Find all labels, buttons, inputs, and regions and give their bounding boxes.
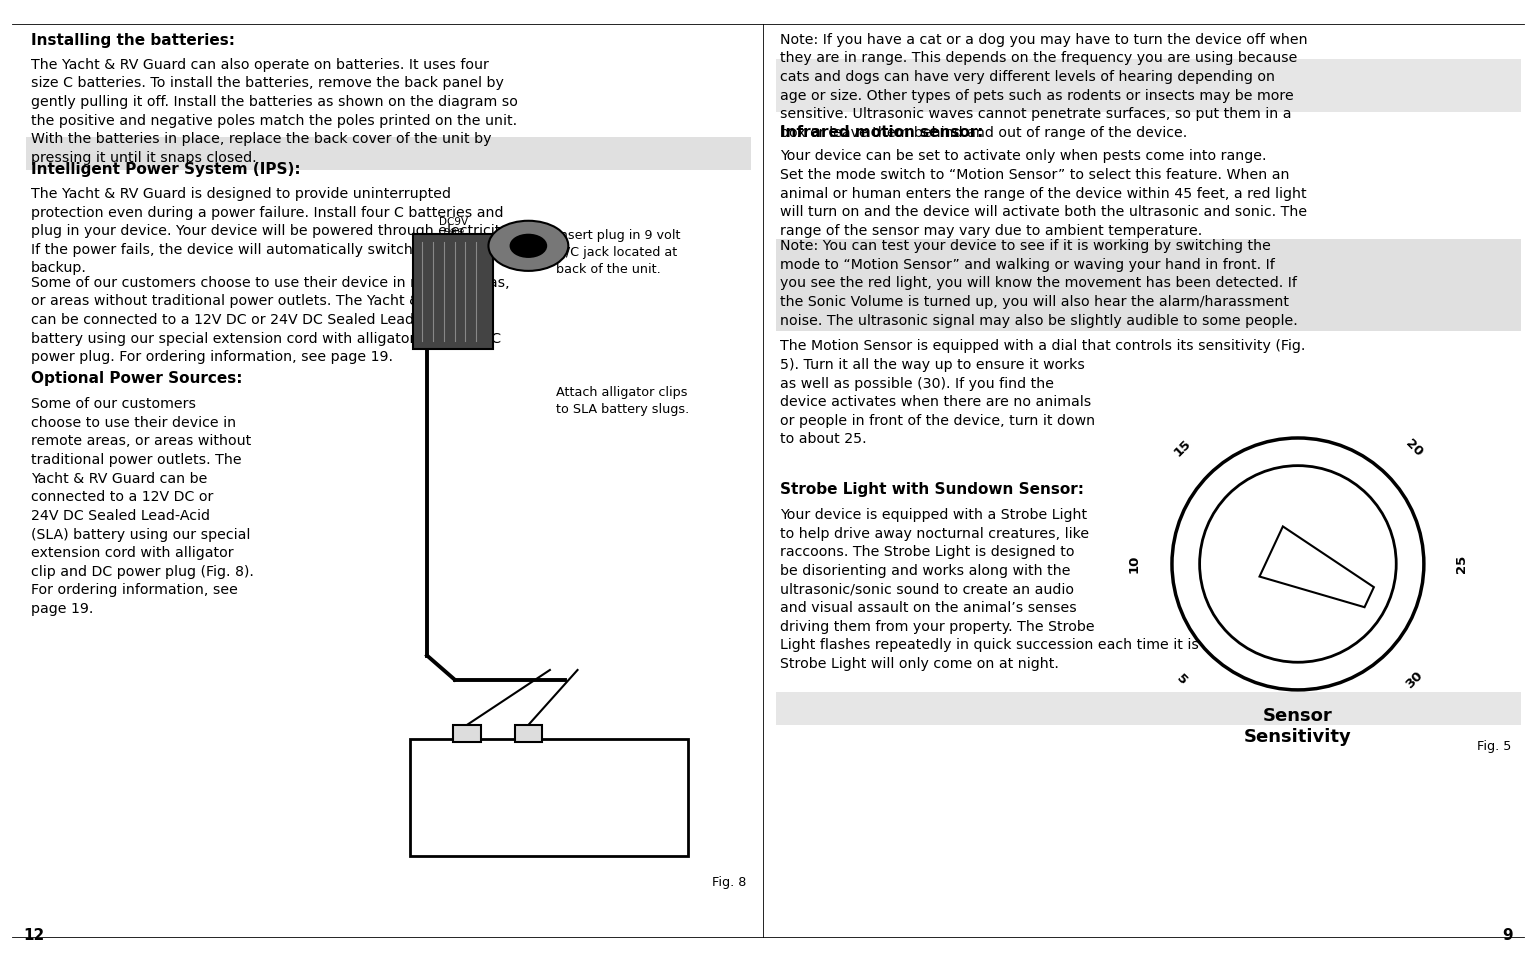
Text: SLA: SLA — [530, 766, 568, 785]
Text: 10: 10 — [1127, 554, 1141, 574]
Text: Strobe Light with Sundown Sensor:: Strobe Light with Sundown Sensor: — [780, 482, 1084, 497]
Polygon shape — [1260, 526, 1373, 607]
Text: Sensor
Sensitivity: Sensor Sensitivity — [1244, 708, 1352, 746]
Ellipse shape — [1200, 466, 1396, 662]
Text: Your device is equipped with a Strobe Light
to help drive away nocturnal creatur: Your device is equipped with a Strobe Li… — [780, 508, 1306, 671]
Text: The Motion Sensor is equipped with a dial that controls its sensitivity (Fig.
5): The Motion Sensor is equipped with a dia… — [780, 339, 1306, 446]
Text: Some of our customers choose to use their device in remote areas,
or areas witho: Some of our customers choose to use thei… — [31, 276, 510, 364]
Text: 15: 15 — [1170, 437, 1193, 459]
Ellipse shape — [1172, 438, 1424, 690]
Text: Fig. 8: Fig. 8 — [713, 876, 746, 889]
Text: 12: 12 — [23, 927, 45, 943]
Text: 30: 30 — [1402, 669, 1425, 691]
Text: Battery: Battery — [524, 811, 574, 824]
Text: 25: 25 — [1455, 555, 1468, 573]
FancyBboxPatch shape — [776, 59, 1521, 112]
Circle shape — [488, 221, 568, 271]
FancyBboxPatch shape — [453, 725, 481, 742]
Text: The Yacht & RV Guard can also operate on batteries. It uses four
size C batterie: The Yacht & RV Guard can also operate on… — [31, 58, 518, 165]
Text: Some of our customers
choose to use their device in
remote areas, or areas witho: Some of our customers choose to use thei… — [31, 397, 253, 616]
Text: Attach alligator clips
to SLA battery slugs.: Attach alligator clips to SLA battery sl… — [556, 386, 690, 415]
Circle shape — [510, 234, 547, 257]
FancyBboxPatch shape — [515, 725, 542, 742]
Text: Optional Power Sources:: Optional Power Sources: — [31, 371, 243, 387]
Text: Fig. 5: Fig. 5 — [1478, 740, 1511, 753]
Text: Insert plug in 9 volt
D/C jack located at
back of the unit.: Insert plug in 9 volt D/C jack located a… — [556, 229, 680, 277]
Text: Intelligent Power System (IPS):: Intelligent Power System (IPS): — [31, 162, 301, 177]
FancyBboxPatch shape — [26, 137, 751, 170]
Text: Note: If you have a cat or a dog you may have to turn the device off when
they a: Note: If you have a cat or a dog you may… — [780, 33, 1309, 140]
Text: 20: 20 — [1402, 437, 1425, 459]
Text: 9: 9 — [1502, 927, 1513, 943]
FancyBboxPatch shape — [410, 739, 688, 856]
Text: Note: You can test your device to see if it is working by switching the
mode to : Note: You can test your device to see if… — [780, 239, 1298, 328]
Text: Installing the batteries:: Installing the batteries: — [31, 33, 235, 48]
Text: Infrared motion sensor:: Infrared motion sensor: — [780, 125, 983, 141]
FancyBboxPatch shape — [776, 239, 1521, 331]
Text: DC9V: DC9V — [439, 217, 467, 227]
Text: The Yacht & RV Guard is designed to provide uninterrupted
protection even during: The Yacht & RV Guard is designed to prov… — [31, 187, 511, 276]
Text: 5: 5 — [1175, 672, 1190, 687]
FancyBboxPatch shape — [776, 692, 1521, 725]
FancyBboxPatch shape — [413, 234, 493, 349]
Text: Your device can be set to activate only when pests come into range.
Set the mode: Your device can be set to activate only … — [780, 149, 1307, 238]
Text: ⊖⊕⊕: ⊖⊕⊕ — [442, 227, 464, 235]
